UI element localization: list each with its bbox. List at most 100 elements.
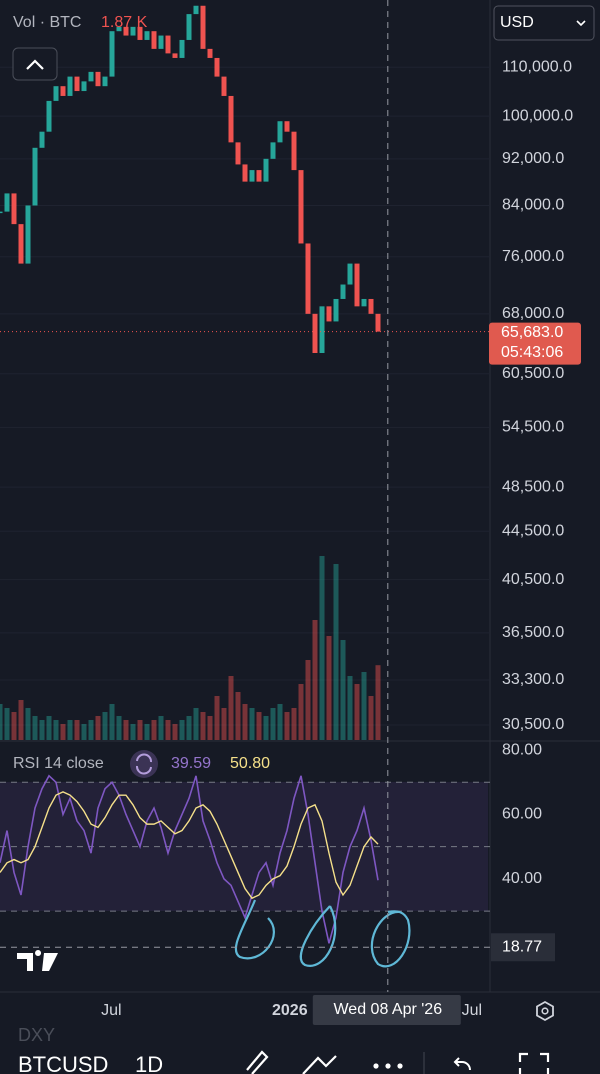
crosshair-y-label: 18.77 bbox=[502, 938, 542, 955]
currency-dropdown[interactable] bbox=[493, 5, 595, 41]
candle bbox=[200, 5, 206, 49]
candle bbox=[277, 121, 283, 143]
candle bbox=[333, 298, 339, 322]
volume-bar bbox=[221, 708, 227, 740]
candle bbox=[242, 164, 248, 182]
candle bbox=[67, 76, 73, 96]
y-tick-label: 76,000.0 bbox=[502, 248, 564, 265]
volume-bar bbox=[130, 724, 136, 740]
volume-bar bbox=[165, 720, 171, 740]
fullscreen-icon[interactable] bbox=[518, 1052, 550, 1074]
candle bbox=[81, 81, 87, 92]
settings-icon-center bbox=[541, 1007, 549, 1015]
volume-bar bbox=[256, 712, 262, 740]
rsi-title: RSI 14 close bbox=[13, 755, 104, 772]
volume-bar bbox=[158, 716, 164, 740]
candle bbox=[88, 71, 94, 82]
candle bbox=[53, 86, 59, 101]
candle bbox=[361, 298, 367, 307]
candle bbox=[263, 158, 269, 182]
volume-bar bbox=[207, 716, 213, 740]
volume-bar bbox=[18, 700, 24, 740]
candle bbox=[172, 53, 178, 58]
y-tick-label: 40.00 bbox=[502, 870, 542, 887]
volume-bar bbox=[186, 716, 192, 740]
x-tick-label: Jul bbox=[462, 1002, 482, 1019]
candle bbox=[151, 31, 157, 49]
volume-bar bbox=[151, 720, 157, 740]
candle bbox=[4, 193, 10, 212]
candle bbox=[228, 95, 234, 143]
volume-bar bbox=[172, 724, 178, 740]
candle bbox=[25, 205, 31, 264]
volume-bar bbox=[228, 676, 234, 740]
collapse-button[interactable] bbox=[12, 47, 58, 81]
currency-label: USD bbox=[500, 14, 534, 31]
y-tick-label: 30,500.0 bbox=[502, 716, 564, 733]
last-price-label: 65,683.0 bbox=[501, 324, 563, 341]
candle bbox=[18, 224, 24, 264]
candle bbox=[347, 263, 353, 285]
annotation-circle bbox=[370, 910, 411, 968]
candle bbox=[116, 26, 122, 32]
candle bbox=[319, 306, 325, 353]
y-tick-label: 110,000.0 bbox=[502, 58, 572, 75]
candle bbox=[11, 193, 17, 225]
volume-bar bbox=[123, 720, 129, 740]
y-tick-label: 68,000.0 bbox=[502, 305, 564, 322]
draw-icon[interactable] bbox=[246, 1050, 269, 1074]
candle bbox=[74, 76, 80, 92]
candle bbox=[123, 26, 129, 36]
more-icon[interactable] bbox=[373, 1063, 403, 1069]
volume-bar bbox=[179, 720, 185, 740]
candle bbox=[284, 121, 290, 132]
crosshair-y-tag bbox=[491, 933, 555, 962]
rsi-refresh-button[interactable] bbox=[130, 750, 158, 778]
indicator-icon[interactable] bbox=[302, 1055, 337, 1074]
volume-bar bbox=[242, 704, 248, 740]
interval[interactable]: 1D bbox=[135, 1052, 163, 1074]
candle bbox=[60, 86, 66, 96]
volume-bar bbox=[347, 676, 353, 740]
y-tick-label: 60.00 bbox=[502, 806, 542, 823]
candle bbox=[130, 26, 136, 36]
volume-bar bbox=[368, 696, 374, 740]
candle bbox=[144, 31, 150, 40]
y-tick-label: 36,500.0 bbox=[502, 624, 564, 641]
y-tick-label: 40,500.0 bbox=[502, 571, 564, 588]
y-tick-label: 44,500.0 bbox=[502, 522, 564, 539]
candle bbox=[221, 76, 227, 96]
candle bbox=[158, 35, 164, 49]
chevron-up-icon bbox=[26, 59, 44, 70]
candle bbox=[340, 284, 346, 299]
volume-bar bbox=[361, 672, 367, 740]
candle bbox=[375, 313, 381, 332]
volume-bar bbox=[298, 684, 304, 740]
candle bbox=[102, 76, 108, 87]
candle bbox=[95, 71, 101, 87]
volume-bar bbox=[102, 712, 108, 740]
ghost-symbol: DXY bbox=[18, 1025, 55, 1045]
candle bbox=[39, 131, 45, 148]
volume-bar bbox=[116, 716, 122, 740]
candle bbox=[291, 131, 297, 171]
candle bbox=[249, 170, 255, 182]
settings-icon[interactable] bbox=[536, 1000, 554, 1022]
y-tick-label: 92,000.0 bbox=[502, 150, 564, 167]
volume-bar bbox=[53, 720, 59, 740]
candle bbox=[186, 14, 192, 40]
volume-bar bbox=[193, 708, 199, 740]
y-tick-label: 100,000.0 bbox=[502, 107, 573, 124]
symbol[interactable]: BTCUSD bbox=[18, 1052, 108, 1074]
volume-bar bbox=[144, 724, 150, 740]
volume-bar bbox=[39, 720, 45, 740]
volume-bar bbox=[291, 708, 297, 740]
undo-icon[interactable] bbox=[453, 1057, 471, 1071]
y-tick-label: 60,500.0 bbox=[502, 365, 564, 382]
volume-bar bbox=[249, 708, 255, 740]
volume-bar bbox=[88, 720, 94, 740]
volume-title: Vol · BTC bbox=[13, 14, 81, 31]
candle bbox=[165, 35, 171, 54]
volume-bar bbox=[235, 692, 241, 740]
